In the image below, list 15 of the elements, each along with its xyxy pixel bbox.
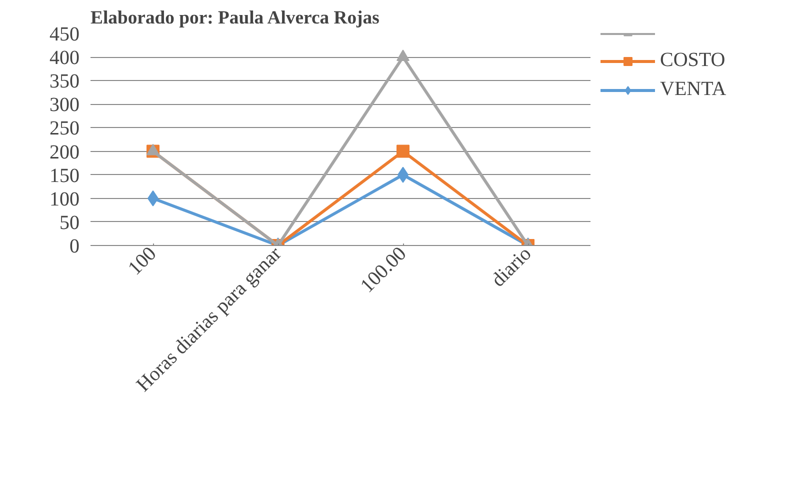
point bbox=[396, 144, 410, 158]
y-tick-label: 350 bbox=[50, 70, 80, 93]
y-tick-label: 0 bbox=[70, 236, 80, 258]
y-tick-label: 400 bbox=[50, 47, 80, 70]
y-tick-label: 300 bbox=[50, 94, 80, 116]
legend-label: VENTA bbox=[660, 78, 726, 101]
legend-label: COSTO bbox=[660, 49, 726, 72]
chart-title: Elaborado por: Paula Alverca Rojas bbox=[90, 8, 380, 28]
y-tick-label: 150 bbox=[50, 164, 80, 187]
y-tick-label: 50 bbox=[60, 212, 80, 234]
x-tick-label: 100 bbox=[124, 242, 161, 280]
y-tick-label: 200 bbox=[50, 141, 80, 164]
y-tick-label: 250 bbox=[50, 118, 80, 140]
y-tick-label: 100 bbox=[50, 188, 80, 210]
y-tick-label: 450 bbox=[50, 24, 80, 46]
